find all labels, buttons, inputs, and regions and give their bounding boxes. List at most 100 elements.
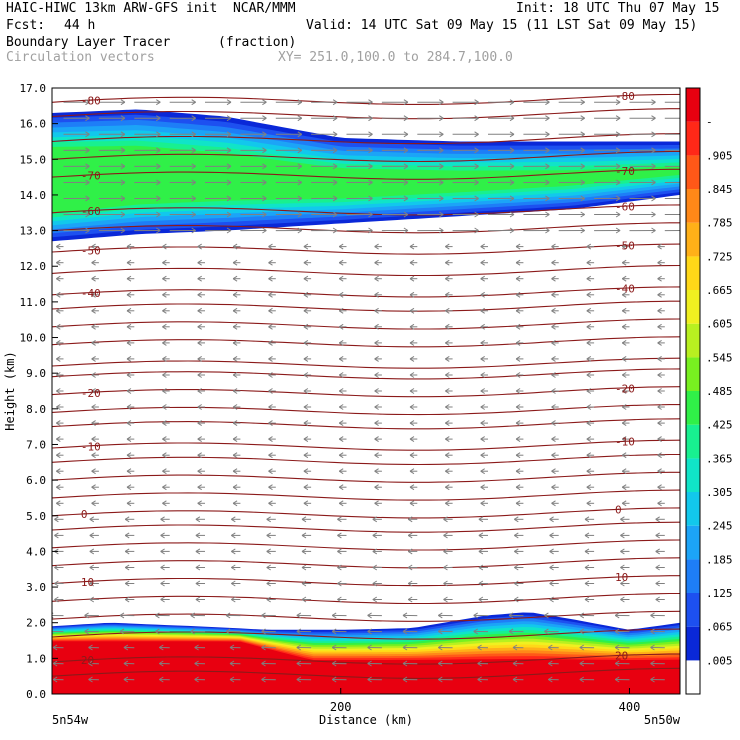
wind-vector-head xyxy=(160,516,165,523)
wind-vector-head xyxy=(474,147,479,154)
wind-vector-head xyxy=(374,243,379,250)
wind-vector-head xyxy=(549,516,554,523)
wind-vector-head xyxy=(91,420,96,427)
wind-vector-head xyxy=(515,291,521,298)
wind-vector-head xyxy=(402,628,408,635)
wind-vector-head xyxy=(56,291,61,298)
colorbar-swatch xyxy=(686,593,700,627)
wind-vector-head xyxy=(621,291,627,298)
wind-vector-head xyxy=(124,580,130,587)
wind-vector-head xyxy=(197,404,202,410)
wind-vector-head xyxy=(657,500,662,507)
wind-vector-head xyxy=(338,243,344,250)
y-tick-label: 10.0 xyxy=(20,332,47,345)
wind-vector-head xyxy=(84,612,89,619)
wind-vector-head xyxy=(586,372,592,378)
wind-vector-head xyxy=(586,484,592,491)
wind-vector-head xyxy=(478,548,484,555)
wind-vector-head xyxy=(374,372,379,378)
wind-vector-head xyxy=(85,227,90,234)
wind-vector-head xyxy=(297,195,303,202)
wind-vector-head xyxy=(331,628,337,635)
wind-vector-head xyxy=(515,388,521,394)
wind-vector-head xyxy=(514,516,519,523)
circulation-vectors xyxy=(52,99,680,683)
wind-vector-head xyxy=(266,564,271,571)
wind-vector-head xyxy=(657,452,662,459)
wind-vector-head xyxy=(56,500,61,507)
wind-vector-head xyxy=(156,227,161,234)
wind-vector-head xyxy=(120,195,126,202)
wind-vector-head xyxy=(515,307,521,314)
wind-vector-head xyxy=(91,259,96,266)
temperature-contour xyxy=(52,592,680,605)
contour-label: 20 xyxy=(615,650,628,663)
wind-vector-head xyxy=(480,468,485,475)
wind-vector-head xyxy=(473,612,478,619)
wind-vector-head xyxy=(268,468,273,475)
wind-vector-head xyxy=(338,323,344,330)
wind-vector-head xyxy=(232,436,238,443)
contour-label: -80 xyxy=(615,90,635,103)
wind-vector-head xyxy=(156,131,161,138)
wind-vector-head xyxy=(445,388,450,394)
wind-vector-head xyxy=(474,115,479,122)
wind-vector-head xyxy=(621,452,627,459)
wind-vector-head xyxy=(197,436,202,443)
wind-vector-head xyxy=(52,660,58,667)
wind-vector-head xyxy=(261,644,266,651)
wind-vector-head xyxy=(657,323,662,330)
wind-vector-head xyxy=(584,548,590,555)
y-tick-label: 8.0 xyxy=(26,403,46,416)
colorbar-swatch xyxy=(686,155,700,189)
wind-vector-head xyxy=(438,660,443,667)
wind-vector-head xyxy=(443,532,448,539)
wind-vector-head xyxy=(650,676,655,683)
wind-vector-head xyxy=(119,612,125,619)
wind-vector-head xyxy=(162,339,167,346)
y-tick-label: 13.0 xyxy=(20,225,47,238)
plot-frame xyxy=(51,87,681,695)
wind-vector-head xyxy=(512,676,518,683)
wind-vector-head xyxy=(651,163,656,170)
wind-vector-head xyxy=(54,580,59,587)
wind-vector-head xyxy=(551,404,556,410)
wind-vector-head xyxy=(52,628,54,635)
wind-vector-head xyxy=(402,612,408,619)
colorbar-swatch xyxy=(686,559,700,593)
wind-vector-head xyxy=(409,243,415,250)
wind-vector-head xyxy=(156,211,161,218)
wind-vector-head xyxy=(372,532,378,539)
wind-vector-head xyxy=(621,259,627,266)
colorbar-label: .125 xyxy=(706,587,733,600)
wind-vector-head xyxy=(580,179,585,186)
wind-vector-head xyxy=(445,420,450,427)
wind-vector-head xyxy=(332,147,338,154)
wind-vector-head xyxy=(301,580,307,587)
wind-vector-head xyxy=(545,163,550,170)
wind-vector-head xyxy=(88,660,93,667)
wind-vector-head xyxy=(126,275,132,282)
wind-vector-head xyxy=(403,99,409,106)
wind-vector-head xyxy=(545,211,550,218)
wind-vector-head xyxy=(91,291,96,298)
colorbar-label: .425 xyxy=(706,419,733,432)
wind-vector-head xyxy=(586,436,592,443)
wind-vector-head xyxy=(439,227,444,234)
wind-vector-head xyxy=(621,323,627,330)
wind-vector-head xyxy=(126,468,132,475)
wind-vector-head xyxy=(156,115,161,122)
wind-vector-head xyxy=(655,516,660,523)
wind-vector-head xyxy=(126,500,132,507)
valid-time: Valid: 14 UTC Sat 09 May 15 (11 LST Sat … xyxy=(306,18,698,33)
wind-vector-head xyxy=(124,564,130,571)
contour-label: -60 xyxy=(81,205,101,218)
wind-vector-head xyxy=(586,291,592,298)
wind-vector-head xyxy=(409,339,415,346)
wind-vector-head xyxy=(191,179,196,186)
wind-vector-head xyxy=(548,676,553,683)
wind-vector-head xyxy=(124,548,130,555)
wind-vector-head xyxy=(56,404,61,410)
wind-vector-head xyxy=(303,275,309,282)
wind-vector-head xyxy=(297,179,303,186)
